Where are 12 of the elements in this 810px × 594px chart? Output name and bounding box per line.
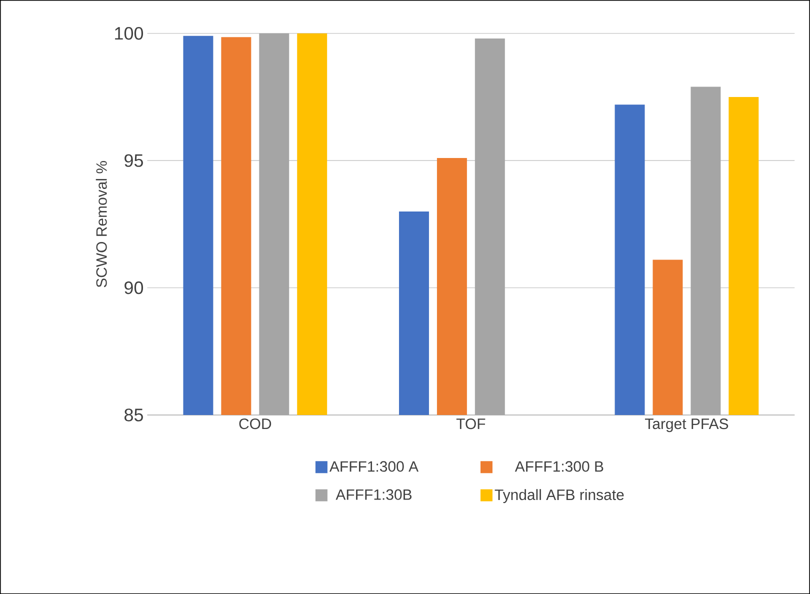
x-tick-label: TOF (456, 418, 486, 430)
y-tick-label: 95 (124, 154, 143, 167)
legend-label: Tyndall AFB rinsate (494, 489, 624, 503)
legend-label: AFFF1:30B (336, 489, 412, 500)
legend-label: AFFF1:300 A (329, 461, 419, 472)
y-axis-title: SCWO Removal % (96, 160, 107, 288)
y-tick-label: 90 (124, 281, 144, 294)
y-tick-label: 100 (115, 26, 144, 40)
x-tick-label: Target PFAS (644, 418, 728, 432)
legend-label: AFFF1:300 B (514, 461, 604, 472)
y-tick-label: 85 (124, 408, 143, 422)
x-tick-label: COD (239, 418, 272, 430)
